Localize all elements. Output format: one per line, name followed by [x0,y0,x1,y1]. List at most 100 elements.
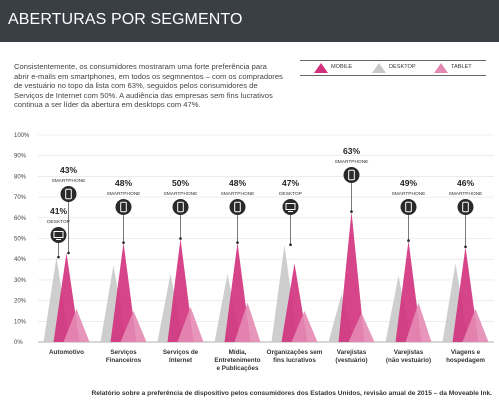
phone-outline [177,201,184,213]
smartphone-icon [457,199,474,215]
peak-tablet-servicos-de-internet [177,306,204,342]
category-label-line: Entretenimento [214,357,260,364]
icon-circle [115,199,132,215]
annotation-value: 48% [115,178,132,188]
annotation-value: 43% [60,165,77,175]
legend-swatch-desktop [372,63,386,73]
peak-mobile-servicos-financeiros [110,242,137,342]
peak-tablet-varejistas-vestuario [348,313,375,342]
category-label-line: Organizações sem [267,349,323,356]
y-tick-label: 70% [14,195,27,201]
peak-tablet-servicos-financeiros [120,310,147,342]
y-tick-label: 10% [14,319,27,325]
legend: MOBILE DESKTOP TABLET [300,60,486,76]
category-label-line: Mídia, [229,349,247,356]
annotation-device-label: SMARTPHONE [164,191,198,197]
annotation-dot [464,245,467,249]
annotation-dot [407,239,410,242]
legend-label-desktop: DESKTOP [389,64,416,70]
category-label-line: Internet [169,357,193,364]
smartphone-icon [343,167,360,183]
peak-tablet-organizacoes-sem-fins-lucrativos [291,310,318,342]
phone-outline [348,169,355,181]
annotation-dot [289,243,292,247]
icon-circle [457,199,474,215]
phone-outline [462,201,469,213]
smartphone-icon [115,199,132,215]
icon-circle [60,186,77,202]
y-tick-label: 40% [14,257,27,263]
icon-circle [282,199,299,215]
icon-circle [229,199,246,215]
category-label-line: Serviços [110,349,137,356]
y-tick-label: 100% [14,133,30,139]
legend-swatch-tablet [434,63,448,73]
category-label: Serviços de Internet [163,349,199,364]
annotation-dot [350,210,353,213]
icon-circle [50,227,67,243]
source-note: Relatório sobre a preferência de disposi… [91,390,492,397]
header-bar: ABERTURAS POR SEGMENTO [0,0,499,42]
category-label-line: hospedagem [446,357,485,364]
category-label-line: Varejistas [337,349,367,356]
legend-swatch-mobile [314,63,328,73]
annotation-dot [179,237,182,240]
smartphone-icon [172,199,189,215]
legend-label-mobile: MOBILE [331,64,353,70]
peak-mobile-varejistas-vestuario [338,211,365,342]
phone-outline [234,201,241,213]
desktop-icon [282,199,299,215]
category-label: Automotivo [49,349,84,356]
annotation-value: 50% [172,178,189,188]
annotation-device-label: SMARTPHONE [107,191,141,197]
legend-label-tablet: TABLET [451,64,472,70]
category-label-line: (vestuário) [335,357,367,364]
phone-outline [405,201,412,213]
smartphone-icon [229,199,246,215]
annotation-dot [236,241,239,244]
peak-tablet-automotivo [63,308,90,342]
annotation-device-label: SMARTPHONE [52,178,86,184]
category-label-line: Viagens e [451,349,481,356]
annotation-device-label: DESKTOP [279,191,302,197]
category-label-line: Varejistas [394,349,424,356]
icon-circle [343,167,360,183]
annotation-device-label: SMARTPHONE [392,191,426,197]
peak-mobile-servicos-de-internet [167,238,194,342]
y-tick-label: 80% [14,174,27,180]
y-tick-label: 30% [14,278,27,284]
monitor-outline [285,203,296,210]
y-tick-label: 50% [14,237,27,243]
annotation-value: 47% [282,178,299,188]
annotation-value: 48% [229,178,246,188]
monitor-outline [53,231,64,238]
page-title: ABERTURAS POR SEGMENTO [8,11,243,28]
category-label-line: Automotivo [49,349,84,356]
annotation-dot [57,255,60,259]
y-tick-label: 20% [14,299,27,305]
category-label-line: fins lucrativos [273,357,316,364]
intro-text: Consistentemente, os consumidores mostra… [14,62,283,110]
category-label: Viagens e hospedagem [446,349,485,364]
annotation-value: 46% [457,178,474,188]
annotation-device-label: SMARTPHONE [449,191,483,197]
category-label: Organizações sem fins lucrativos [267,349,323,364]
peak-tablet-midia-entretenimento-e-publicacoes [234,302,261,342]
phone-outline [120,201,127,213]
annotation-dot [122,241,125,244]
smartphone-icon [400,199,417,215]
category-label: Mídia, Entretenimento e Publicações [214,349,260,372]
annotation-value: 63% [343,146,360,156]
category-label: Varejistas (vestuário) [335,349,367,364]
icon-circle [172,199,189,215]
category-label: Varejistas (não vestuário) [386,349,431,364]
annotation-value: 49% [400,178,417,188]
smartphone-icon [60,186,77,202]
category-label-line: Serviços de [163,349,199,356]
y-tick-label: 0% [14,340,23,346]
category-label: Serviços Financeiros [106,349,142,364]
annotation-device-label: SMARTPHONE [335,159,369,165]
category-label-line: e Publicações [217,365,259,372]
annotation-value: 41% [50,206,67,216]
